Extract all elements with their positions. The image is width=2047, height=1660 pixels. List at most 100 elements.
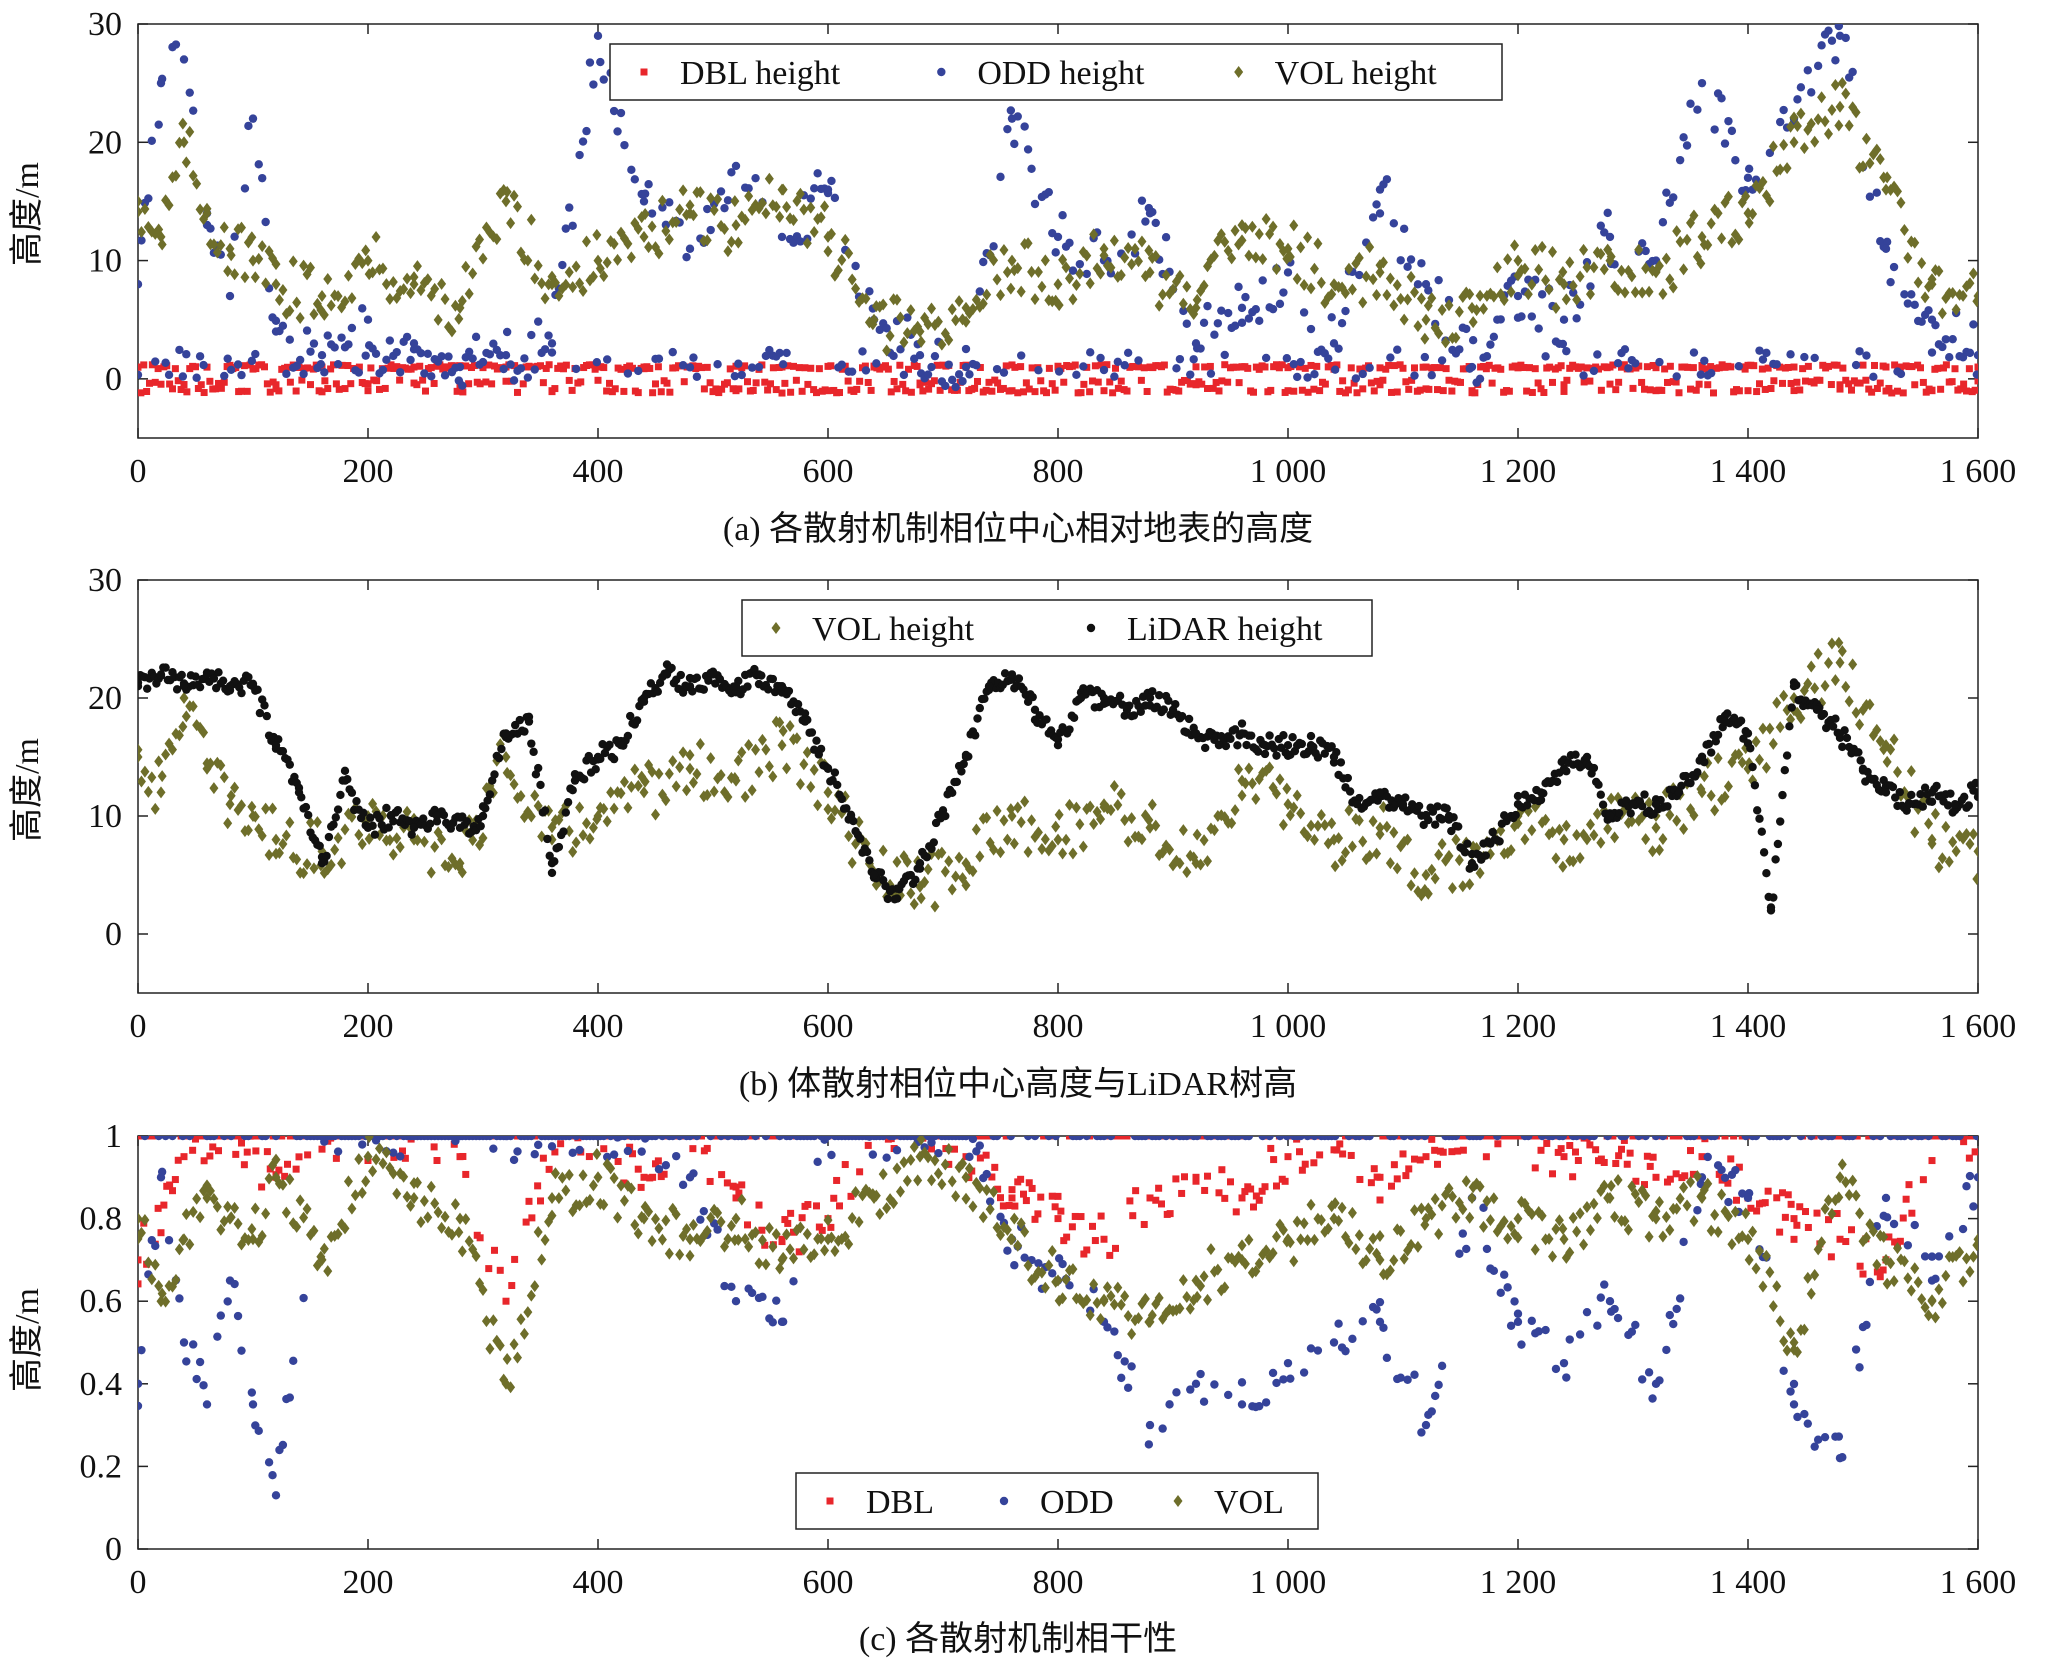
data-point (1803, 677, 1813, 690)
data-point (1869, 1136, 1878, 1141)
data-point (171, 1176, 179, 1184)
data-point (1511, 810, 1520, 820)
data-point (488, 380, 496, 388)
data-point (357, 1186, 367, 1199)
data-point (258, 173, 267, 183)
data-point (520, 354, 529, 363)
data-point (395, 841, 405, 854)
data-point (1285, 809, 1295, 822)
data-point (1523, 801, 1532, 810)
data-point (919, 387, 927, 395)
data-point (1666, 1175, 1674, 1183)
data-point (1582, 1307, 1592, 1317)
data-point (902, 327, 912, 340)
data-point (1856, 1262, 1864, 1270)
data-point (1692, 386, 1700, 394)
data-point (1009, 837, 1019, 850)
data-point (547, 868, 557, 878)
data-point (568, 386, 576, 394)
data-point (278, 284, 288, 297)
data-point (1910, 826, 1920, 839)
data-point (1973, 845, 1978, 858)
data-point (685, 363, 695, 372)
data-point (1775, 721, 1785, 734)
data-point (1844, 695, 1854, 708)
data-point (1010, 1261, 1019, 1270)
data-point (502, 185, 512, 198)
data-point (1958, 1224, 1968, 1234)
data-point (1063, 1233, 1071, 1241)
data-point (220, 378, 228, 386)
data-point (564, 825, 574, 838)
data-point (164, 199, 174, 212)
data-point (309, 308, 319, 321)
data-point (335, 385, 343, 393)
data-point (599, 802, 609, 815)
data-point (1568, 279, 1578, 292)
data-point (225, 1276, 235, 1285)
data-point (1060, 378, 1068, 386)
data-point (602, 256, 612, 269)
data-point (1558, 860, 1568, 873)
data-point (851, 261, 860, 271)
data-point (1861, 132, 1871, 145)
data-point (795, 1221, 805, 1234)
data-point (1413, 1136, 1423, 1141)
data-point (151, 378, 159, 386)
data-point (761, 1136, 771, 1141)
data-point (1568, 855, 1578, 868)
data-point (1408, 376, 1416, 384)
data-point (961, 301, 971, 314)
data-point (1597, 386, 1605, 394)
data-point (1806, 117, 1816, 130)
data-point (178, 117, 188, 130)
data-point (1790, 387, 1798, 395)
data-point (1220, 350, 1229, 360)
data-point (1237, 789, 1247, 802)
data-point (1140, 1220, 1148, 1228)
data-point (347, 788, 357, 797)
data-point (1674, 788, 1684, 797)
data-point (161, 358, 170, 367)
data-point (1265, 1136, 1274, 1141)
data-point (1920, 1252, 1930, 1261)
data-point (662, 670, 672, 679)
data-point (1206, 369, 1216, 378)
data-point (906, 304, 916, 317)
data-point (1644, 796, 1654, 809)
data-point (444, 352, 453, 361)
data-point (1296, 363, 1303, 371)
data-point (777, 1317, 787, 1327)
data-point (295, 1194, 305, 1207)
data-point (823, 803, 833, 816)
data-point (1437, 304, 1447, 317)
data-point (952, 777, 961, 787)
data-point (1423, 887, 1433, 900)
data-point (1324, 354, 1333, 363)
data-point (878, 298, 888, 311)
data-point (1451, 833, 1461, 846)
data-point (1389, 219, 1399, 228)
data-point (427, 372, 436, 381)
data-point (992, 273, 1002, 286)
data-point (1695, 380, 1703, 388)
data-point (179, 136, 189, 149)
x-tick-label: 400 (573, 1008, 624, 1045)
data-point (992, 364, 1002, 374)
data-point (1020, 1225, 1030, 1238)
data-point (1630, 286, 1640, 299)
data-point (1706, 789, 1716, 802)
data-point (285, 760, 294, 769)
x-tick-label: 0 (130, 453, 147, 490)
data-point (1934, 364, 1942, 372)
data-point (1963, 387, 1970, 395)
data-point (315, 841, 324, 851)
data-point (1596, 790, 1606, 799)
data-point (1261, 1183, 1269, 1191)
data-point (1876, 1136, 1885, 1141)
data-point (847, 856, 857, 869)
data-point (1120, 361, 1129, 370)
data-point (1444, 299, 1454, 312)
data-point (754, 362, 764, 372)
data-point (862, 847, 872, 857)
